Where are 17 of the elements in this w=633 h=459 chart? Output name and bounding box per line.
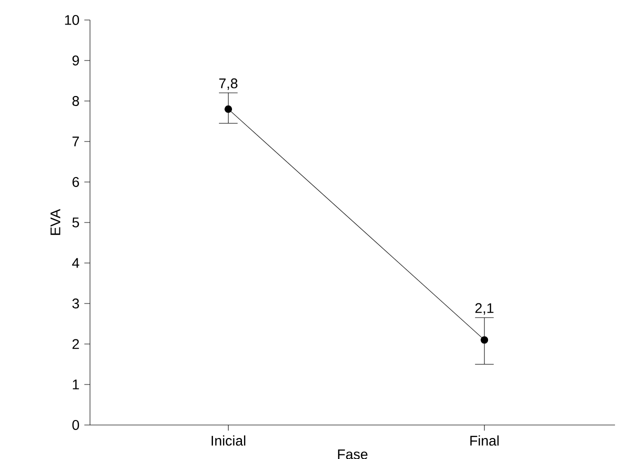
data-label: 7,8 — [219, 78, 238, 90]
y-tick-label: 0 — [72, 420, 80, 430]
y-tick-label: 7 — [72, 136, 79, 146]
x-tick-label: Final — [470, 435, 499, 446]
y-tick-label: 1 — [72, 380, 79, 390]
y-axis-title: EVA — [50, 209, 60, 235]
x-tick-label: Inicial — [212, 435, 246, 446]
y-tick-label: 10 — [65, 15, 80, 25]
y-tick-label: 2 — [72, 339, 79, 349]
y-tick-label: 6 — [72, 177, 79, 187]
y-tick-label: 8 — [72, 96, 79, 106]
y-tick-label: 9 — [72, 56, 79, 66]
y-tick-label: 5 — [72, 218, 80, 228]
data-label: 2,1 — [475, 303, 494, 315]
y-tick-label: 3 — [72, 298, 79, 308]
y-tick-label: 4 — [72, 258, 80, 268]
x-axis-title: Fase — [338, 450, 368, 459]
